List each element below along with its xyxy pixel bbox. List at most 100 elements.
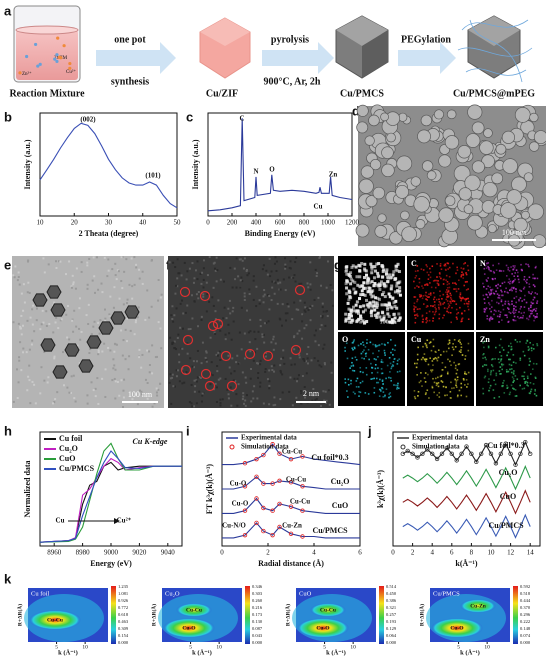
eds-signal	[513, 388, 515, 390]
noise	[97, 402, 100, 405]
y-axis-label: FT k³χ(k)(Å⁻³)	[205, 464, 214, 514]
eds-signal	[384, 394, 386, 397]
noise	[219, 377, 222, 380]
eds-signal	[416, 358, 419, 361]
noise	[224, 338, 227, 341]
eds-signal	[513, 312, 515, 315]
nanoparticle	[467, 104, 483, 120]
simulation-point	[277, 451, 282, 456]
noise	[236, 404, 239, 407]
x-axis-label: 2 Theata (degree)	[79, 229, 139, 238]
eds-signal	[367, 393, 370, 395]
eds-signal	[507, 302, 510, 305]
noise	[279, 281, 282, 284]
eds-signal	[528, 265, 530, 268]
noise	[315, 397, 318, 400]
eds-signal	[483, 346, 485, 349]
eds-signal	[420, 268, 423, 270]
eds-signal	[388, 295, 392, 299]
eds-signal	[512, 311, 514, 313]
eds-signal	[351, 319, 355, 323]
wavelet-peak-label: Cu-Cu	[47, 617, 63, 623]
eds-signal	[514, 375, 517, 377]
eds-signal	[467, 305, 469, 308]
noise	[70, 286, 73, 289]
noise	[45, 324, 48, 327]
noise	[240, 306, 243, 309]
eds-signal	[344, 312, 348, 316]
eds-signal	[353, 370, 356, 372]
noise	[175, 369, 178, 372]
eds-signal	[429, 271, 432, 274]
eds-signal	[424, 372, 427, 374]
eds-signal	[466, 280, 468, 283]
noise	[218, 319, 221, 322]
simulation-point	[270, 481, 275, 486]
eds-signal	[425, 318, 427, 320]
single-atom-marker	[200, 368, 212, 380]
eds-signal	[383, 395, 386, 398]
noise	[234, 278, 237, 281]
noise	[229, 312, 232, 315]
eds-signal	[396, 291, 400, 295]
noise	[90, 381, 93, 384]
eds-signal	[398, 289, 402, 293]
eds-signal	[464, 384, 466, 386]
eds-signal	[514, 389, 517, 391]
noise	[271, 286, 274, 289]
x-tick-label: 5	[189, 644, 192, 650]
eds-signal	[460, 343, 463, 345]
eds-signal	[424, 342, 427, 345]
noise	[306, 357, 309, 360]
eds-signal	[427, 296, 429, 299]
x-tick-label: 6	[358, 549, 362, 557]
noise	[317, 359, 320, 362]
noise	[168, 261, 171, 264]
noise	[137, 306, 140, 309]
eds-signal	[358, 305, 362, 309]
noise	[22, 309, 25, 312]
noise	[39, 328, 42, 331]
eds-signal	[380, 372, 383, 375]
eds-signal	[532, 298, 535, 301]
noise	[186, 342, 189, 345]
noise	[184, 372, 187, 375]
crystal-face	[200, 18, 250, 46]
noise	[150, 259, 153, 262]
panel-letter: a	[4, 3, 12, 18]
noise	[304, 396, 307, 399]
eds-signal	[390, 284, 394, 288]
eds-signal	[532, 383, 535, 385]
eds-signal	[489, 373, 492, 376]
noise	[22, 283, 25, 286]
eds-signal	[373, 377, 375, 380]
noise	[238, 331, 241, 334]
eds-signal	[509, 289, 511, 292]
eds-signal	[530, 301, 533, 304]
noise	[70, 375, 73, 378]
colorbar	[513, 586, 518, 644]
noise	[156, 355, 159, 358]
noise	[98, 332, 101, 335]
nanoparticle	[438, 207, 454, 223]
noise	[75, 325, 78, 328]
eds-signal	[370, 280, 374, 284]
eds-signal	[432, 317, 435, 320]
eds-signal	[393, 358, 396, 360]
eds-signal	[434, 311, 437, 314]
noise	[284, 312, 287, 315]
eds-signal	[531, 368, 534, 370]
x-tick-label: 40	[139, 219, 147, 227]
eds-signal	[430, 369, 432, 372]
x-tick-label: 10	[488, 549, 496, 557]
eds-signal	[346, 357, 349, 360]
eds-signal	[524, 294, 526, 297]
noise	[264, 352, 267, 355]
x-axis-label: k (Å⁻¹)	[58, 648, 78, 656]
eds-signal	[390, 351, 392, 354]
eds-signal	[384, 354, 386, 356]
noise	[230, 338, 233, 341]
eds-signal	[353, 339, 356, 341]
y-axis-label: R+ΔR(Å)	[417, 604, 425, 626]
eds-signal	[510, 266, 512, 268]
